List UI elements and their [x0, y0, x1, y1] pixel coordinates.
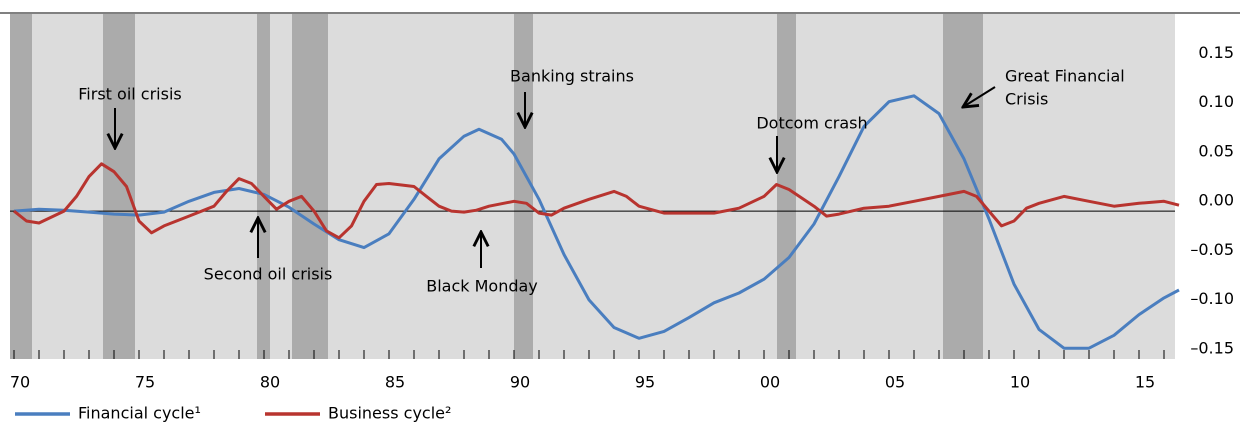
x-tick-label: 90: [510, 373, 530, 392]
annotation-arrow: [963, 86, 996, 107]
x-tick-label: 95: [635, 373, 655, 392]
annotation-text: Great Financial: [1005, 67, 1125, 86]
recession-band: [103, 14, 135, 359]
legend-label: Financial cycle¹: [78, 404, 201, 423]
annotation-text: Black Monday: [426, 277, 538, 296]
series-line: [13, 162, 1180, 240]
y-tick-label: –0.15: [1190, 339, 1234, 358]
x-tick-label: 00: [760, 373, 780, 392]
annotation-text: Crisis: [1005, 90, 1048, 109]
annotation-text: Dotcom crash: [756, 114, 867, 133]
x-tick-label: 75: [135, 373, 155, 392]
annotation-text: First oil crisis: [78, 85, 181, 104]
y-tick-label: –0.05: [1190, 240, 1234, 259]
recession-band: [514, 14, 533, 359]
y-tick-label: 0.15: [1198, 43, 1234, 62]
x-tick-label: 10: [1010, 373, 1030, 392]
legend-label: Business cycle²: [328, 404, 451, 423]
series-line: [13, 94, 1180, 350]
y-tick-label: 0.05: [1198, 141, 1234, 160]
x-tick-label: 70: [10, 373, 30, 392]
y-tick-label: –0.10: [1190, 289, 1234, 308]
annotation-text: Banking strains: [510, 67, 634, 86]
recession-band: [257, 14, 270, 359]
x-tick-label: 15: [1135, 373, 1155, 392]
x-tick-label: 80: [260, 373, 280, 392]
y-tick-label: 0.10: [1198, 92, 1234, 111]
recession-band: [292, 14, 328, 359]
recession-band: [10, 14, 32, 359]
recession-band: [777, 14, 796, 359]
x-tick-label: 05: [885, 373, 905, 392]
y-tick-label: 0.00: [1198, 191, 1234, 210]
annotation-text: Second oil crisis: [204, 265, 333, 284]
x-tick-label: 85: [385, 373, 405, 392]
